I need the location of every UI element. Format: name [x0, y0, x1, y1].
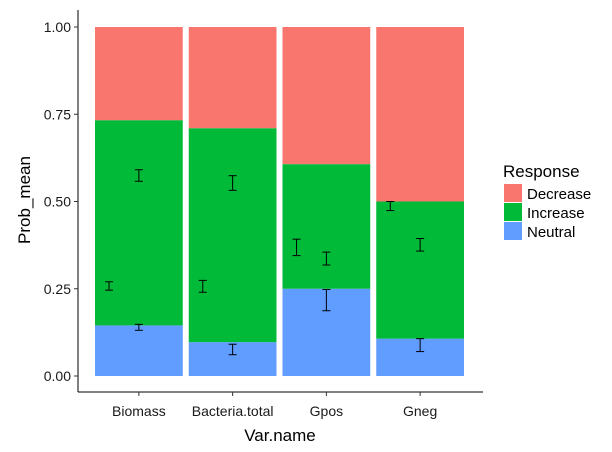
bars-layer: [95, 27, 464, 376]
error-bar-increase-biomass: [105, 281, 114, 291]
error-bar-increase-gpos: [292, 238, 301, 257]
legend-item-increase: Increase: [504, 203, 585, 222]
error-bar-neutral-biomass: [134, 323, 143, 331]
bar-increase-biomass: [95, 120, 183, 326]
error-bars-layer: [105, 169, 425, 356]
legend-title: Response: [503, 162, 580, 181]
error-bar-increase-gneg: [386, 201, 395, 212]
y-tick-label: 0.50: [44, 194, 71, 210]
x-tick-label: Biomass: [112, 403, 166, 419]
error-bar-increase-bacteria-total: [228, 175, 237, 191]
y-axis-title: Prob_mean: [15, 156, 34, 244]
y-tick-label: 0.75: [44, 106, 71, 122]
legend-swatch: [504, 203, 522, 221]
legend-item-decrease: Decrease: [504, 184, 591, 203]
legend-label: Decrease: [527, 186, 591, 203]
bar-decrease-bacteria-total: [188, 27, 277, 129]
x-tick-label: Bacteria.total: [192, 403, 274, 419]
legend-item-neutral: Neutral: [504, 222, 575, 241]
error-bar-neutral-gneg: [416, 338, 425, 353]
bar-increase-gpos: [282, 164, 371, 289]
x-axis-title: Var.name: [244, 426, 316, 445]
bar-decrease-gneg: [376, 27, 464, 202]
y-tick-label: 0.25: [44, 281, 71, 297]
error-bar-increase-bacteria-total: [198, 279, 207, 293]
y-tick-label: 0.00: [44, 368, 71, 384]
error-bar-increase-gneg: [416, 237, 425, 252]
legend: Response Decrease Increase Neutral: [503, 162, 591, 241]
legend-swatch: [504, 222, 522, 240]
error-bar-neutral-bacteria-total: [228, 343, 237, 356]
y-tick-label: 1.00: [44, 19, 71, 35]
bar-increase-bacteria-total: [188, 128, 277, 343]
bar-decrease-gpos: [282, 27, 371, 165]
legend-label: Increase: [527, 205, 585, 222]
bar-decrease-biomass: [95, 27, 183, 121]
bar-neutral-biomass: [95, 325, 183, 376]
x-tick-label: Gpos: [310, 403, 343, 419]
legend-items: Decrease Increase Neutral: [504, 184, 591, 241]
error-bar-increase-biomass: [134, 169, 143, 182]
ticks-layer: 0.00 0.25 0.50 0.75 1.00 Biomass Bacteria.tota…: [44, 19, 438, 419]
legend-label: Neutral: [527, 224, 575, 241]
legend-swatch: [504, 184, 522, 202]
x-tick-label: Gneg: [403, 403, 437, 419]
error-bar-neutral-gpos: [322, 288, 331, 312]
error-bar-increase-gpos: [322, 251, 331, 266]
bar-increase-gneg: [376, 201, 464, 339]
